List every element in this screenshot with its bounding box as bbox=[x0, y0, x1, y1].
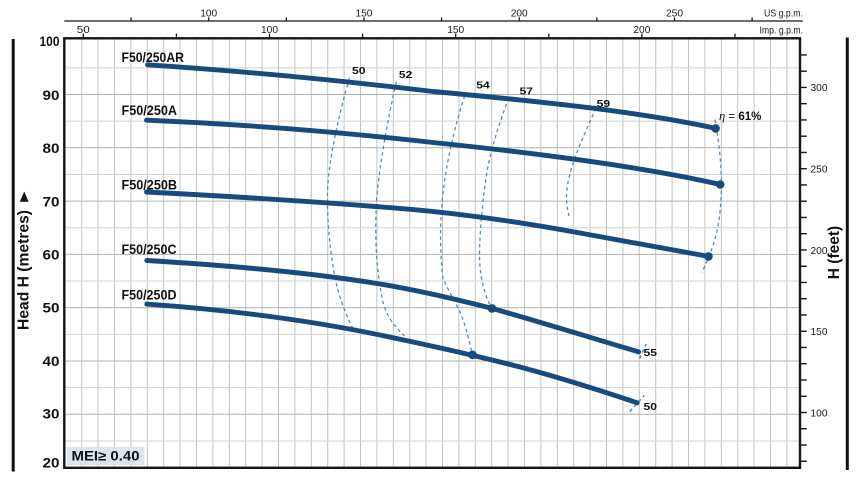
svg-text:250: 250 bbox=[666, 7, 683, 19]
svg-text:MEI≥ 0.40: MEI≥ 0.40 bbox=[72, 449, 140, 464]
svg-text:55: 55 bbox=[644, 348, 658, 359]
svg-text:150: 150 bbox=[355, 7, 372, 19]
svg-text:100: 100 bbox=[261, 24, 278, 36]
svg-text:150: 150 bbox=[811, 326, 828, 338]
svg-text:57: 57 bbox=[520, 87, 534, 98]
svg-text:20: 20 bbox=[43, 455, 60, 471]
svg-text:H (feet): H (feet) bbox=[826, 226, 843, 279]
svg-text:100: 100 bbox=[40, 33, 60, 49]
svg-text:F50/250C: F50/250C bbox=[122, 241, 177, 257]
svg-text:Imp. g.p.m.: Imp. g.p.m. bbox=[760, 24, 804, 36]
svg-text:50: 50 bbox=[77, 24, 90, 36]
svg-text:50: 50 bbox=[644, 402, 658, 413]
svg-text:90: 90 bbox=[43, 87, 60, 103]
svg-text:200: 200 bbox=[511, 7, 528, 19]
svg-text:50: 50 bbox=[43, 300, 60, 316]
svg-text:F50/250D: F50/250D bbox=[122, 287, 177, 303]
svg-text:100: 100 bbox=[200, 7, 217, 19]
svg-text:80: 80 bbox=[43, 140, 60, 156]
svg-text:F50/250A: F50/250A bbox=[122, 102, 178, 118]
svg-text:54: 54 bbox=[476, 80, 490, 91]
svg-text:Head H (metres): Head H (metres) bbox=[16, 210, 33, 330]
svg-text:100: 100 bbox=[811, 407, 828, 419]
svg-text:70: 70 bbox=[43, 194, 60, 210]
svg-text:US g.p.m.: US g.p.m. bbox=[764, 7, 803, 19]
svg-text:300: 300 bbox=[811, 82, 828, 94]
svg-text:200: 200 bbox=[633, 24, 650, 36]
svg-text:200: 200 bbox=[811, 245, 828, 257]
svg-text:250: 250 bbox=[811, 163, 828, 175]
svg-text:60: 60 bbox=[43, 247, 60, 263]
svg-text:150: 150 bbox=[447, 24, 464, 36]
svg-text:η = 61%: η = 61% bbox=[719, 109, 761, 123]
svg-text:52: 52 bbox=[399, 70, 413, 81]
svg-text:F50/250AR: F50/250AR bbox=[122, 49, 185, 65]
svg-text:30: 30 bbox=[43, 405, 60, 421]
svg-text:F50/250B: F50/250B bbox=[122, 177, 178, 193]
svg-text:40: 40 bbox=[43, 353, 60, 369]
svg-text:59: 59 bbox=[597, 99, 611, 110]
svg-text:50: 50 bbox=[352, 66, 366, 77]
